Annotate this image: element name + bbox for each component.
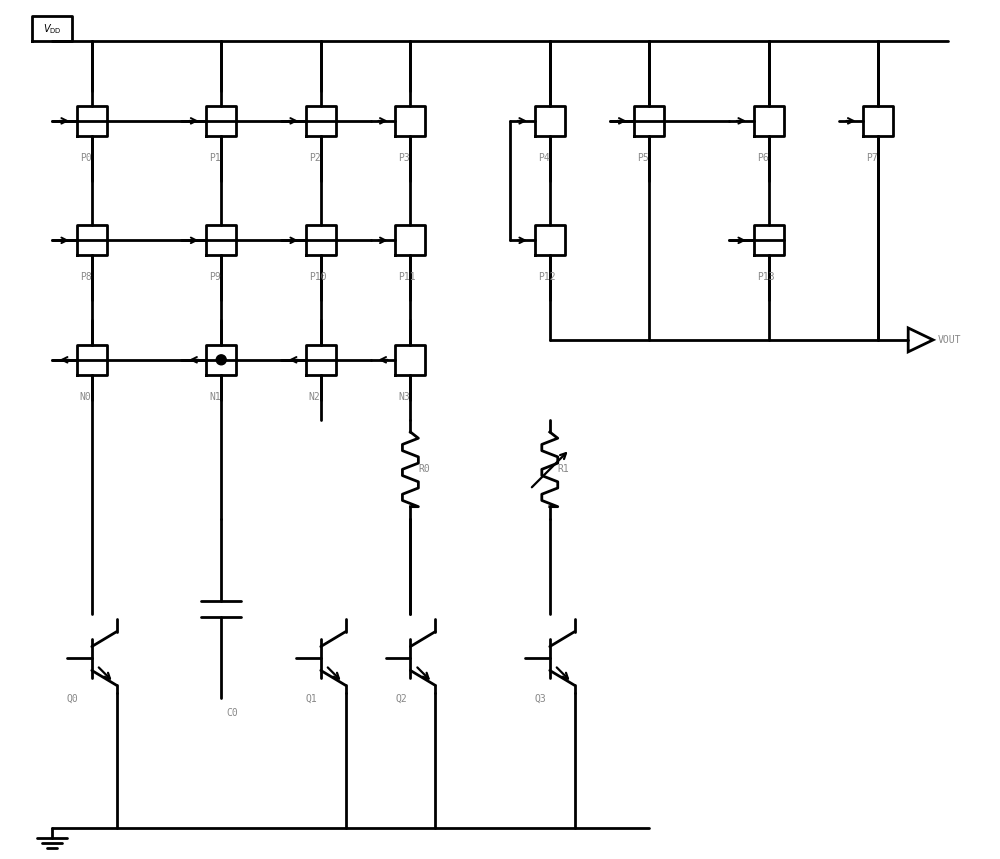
Text: C0: C0 <box>226 709 238 718</box>
Text: Q0: Q0 <box>67 693 79 704</box>
Text: $V_{\rm DD}$: $V_{\rm DD}$ <box>43 21 61 36</box>
Text: N2: N2 <box>309 392 321 402</box>
Text: P12: P12 <box>538 272 555 283</box>
Text: P13: P13 <box>757 272 774 283</box>
Text: Q1: Q1 <box>306 693 318 704</box>
Polygon shape <box>908 328 933 352</box>
Text: N0: N0 <box>80 392 92 402</box>
Text: P1: P1 <box>209 153 221 162</box>
Text: P7: P7 <box>866 153 878 162</box>
Text: P6: P6 <box>757 153 769 162</box>
Text: P2: P2 <box>309 153 321 162</box>
Text: VOUT: VOUT <box>938 335 962 345</box>
Text: P4: P4 <box>538 153 550 162</box>
Text: Q2: Q2 <box>395 693 407 704</box>
Text: Q3: Q3 <box>535 693 547 704</box>
Text: R0: R0 <box>418 465 430 474</box>
Text: P10: P10 <box>309 272 326 283</box>
Circle shape <box>216 355 226 365</box>
Text: P0: P0 <box>80 153 92 162</box>
Text: P5: P5 <box>637 153 649 162</box>
Text: P9: P9 <box>209 272 221 283</box>
Text: N1: N1 <box>209 392 221 402</box>
Text: P8: P8 <box>80 272 92 283</box>
Text: R1: R1 <box>558 465 569 474</box>
Text: P11: P11 <box>398 272 416 283</box>
Text: P3: P3 <box>398 153 410 162</box>
Text: N3: N3 <box>398 392 410 402</box>
